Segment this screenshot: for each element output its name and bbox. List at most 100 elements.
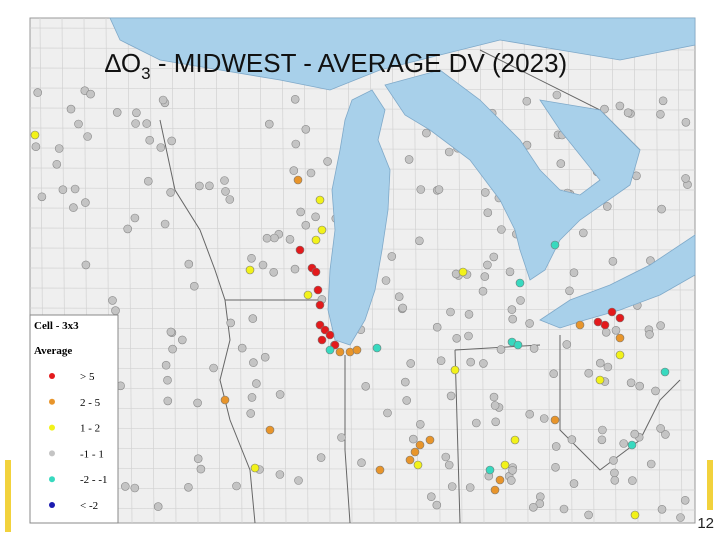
monitor-dot bbox=[86, 89, 95, 99]
monitor-dot bbox=[628, 476, 637, 485]
monitor-dot bbox=[444, 147, 454, 157]
county-line bbox=[29, 507, 696, 511]
monitor-dot bbox=[615, 313, 625, 323]
monitor-dot bbox=[156, 143, 166, 152]
monitor-dot bbox=[301, 220, 311, 230]
monitor-dot bbox=[163, 396, 173, 406]
monitor-dot bbox=[656, 110, 665, 119]
monitor-dot bbox=[193, 454, 203, 464]
monitor-dot bbox=[508, 314, 518, 324]
monitor-dot bbox=[289, 166, 299, 175]
monitor-dot bbox=[464, 331, 473, 341]
monitor-dot bbox=[410, 447, 420, 457]
monitor-dot bbox=[635, 381, 645, 391]
monitor-dot bbox=[426, 492, 436, 502]
monitor-dot bbox=[144, 176, 153, 186]
county-line bbox=[149, 17, 155, 524]
monitor-dot bbox=[513, 340, 523, 350]
county-line bbox=[29, 367, 696, 371]
monitor-dot bbox=[275, 470, 285, 479]
monitor-dot bbox=[496, 345, 506, 354]
monitor-dot bbox=[167, 136, 176, 146]
monitor-dot bbox=[415, 236, 424, 246]
monitor-dot bbox=[250, 463, 260, 473]
monitor-dot bbox=[480, 188, 490, 197]
legend-subheading: Average bbox=[34, 345, 72, 357]
monitor-dot bbox=[483, 260, 492, 270]
monitor-dot bbox=[660, 367, 670, 377]
monitor-dot bbox=[458, 267, 468, 277]
monitor-dot bbox=[264, 119, 274, 129]
monitor-dot bbox=[646, 459, 656, 469]
monitor-dot bbox=[275, 390, 285, 399]
monitor-dot bbox=[432, 500, 442, 510]
monitor-dot bbox=[490, 401, 500, 410]
monitor-dot bbox=[166, 188, 175, 197]
county-line bbox=[193, 17, 199, 524]
monitor-dot bbox=[83, 132, 92, 141]
monitor-dot bbox=[528, 502, 538, 512]
monitor-dot bbox=[450, 365, 460, 375]
monitor-dot bbox=[295, 245, 305, 255]
county-line bbox=[501, 17, 507, 524]
monitor-dot bbox=[661, 430, 670, 439]
monitor-dot bbox=[556, 159, 566, 168]
monitor-dot bbox=[249, 358, 258, 367]
monitor-dot bbox=[293, 175, 303, 185]
monitor-dot bbox=[66, 104, 76, 114]
monitor-dot bbox=[415, 419, 425, 429]
monitor-dot bbox=[111, 306, 120, 315]
county-line bbox=[325, 17, 331, 524]
monitor-dot bbox=[436, 356, 446, 366]
monitor-dot bbox=[265, 425, 275, 435]
county-line bbox=[611, 17, 617, 524]
monitor-dot bbox=[609, 456, 618, 465]
monitor-dot bbox=[645, 330, 654, 339]
monitor-dot bbox=[567, 435, 577, 444]
monitor-dot bbox=[33, 88, 43, 97]
monitor-dot bbox=[142, 119, 151, 128]
monitor-dot bbox=[404, 155, 414, 164]
monitor-dot bbox=[490, 485, 500, 495]
monitor-dot bbox=[205, 181, 214, 191]
monitor-dot bbox=[657, 504, 667, 514]
legend-swatch bbox=[49, 398, 55, 405]
monitor-dot bbox=[452, 333, 462, 343]
monitor-dot bbox=[656, 321, 665, 330]
monitor-dot bbox=[247, 253, 256, 263]
monitor-dot bbox=[166, 327, 176, 337]
monitor-dot bbox=[619, 439, 629, 448]
monitor-dot bbox=[248, 314, 258, 323]
monitor-dot bbox=[525, 319, 534, 328]
monitor-dot bbox=[352, 345, 362, 355]
monitor-dot bbox=[70, 184, 80, 194]
monitor-dot bbox=[209, 363, 218, 373]
monitor-dot bbox=[479, 359, 488, 368]
legend-label: 2 - 5 bbox=[80, 397, 101, 409]
accent-bar bbox=[707, 460, 713, 510]
monitor-dot bbox=[416, 185, 426, 194]
monitor-dot bbox=[510, 435, 520, 445]
monitor-dot bbox=[184, 482, 193, 492]
monitor-dot bbox=[615, 101, 625, 111]
monitor-dot bbox=[483, 208, 493, 217]
monitor-dot bbox=[464, 309, 474, 319]
monitor-dot bbox=[497, 225, 506, 234]
slide-title: ∆O3 - MIDWEST - AVERAGE DV (2023) bbox=[105, 48, 567, 83]
monitor-dot bbox=[112, 108, 122, 117]
monitor-dot bbox=[444, 460, 454, 470]
monitor-dot bbox=[252, 379, 261, 388]
monitor-dot bbox=[562, 340, 572, 349]
legend-label: 1 - 2 bbox=[80, 423, 100, 435]
monitor-dot bbox=[535, 499, 545, 509]
monitor-dot bbox=[246, 409, 255, 418]
monitor-dot bbox=[335, 347, 345, 357]
monitor-dot bbox=[507, 305, 517, 314]
monitor-dot bbox=[316, 453, 326, 462]
monitor-dot bbox=[398, 303, 408, 313]
monitor-dot bbox=[656, 424, 665, 433]
colored-dots bbox=[30, 130, 670, 520]
monitor-dot bbox=[190, 281, 199, 291]
monitor-dot bbox=[657, 204, 666, 214]
